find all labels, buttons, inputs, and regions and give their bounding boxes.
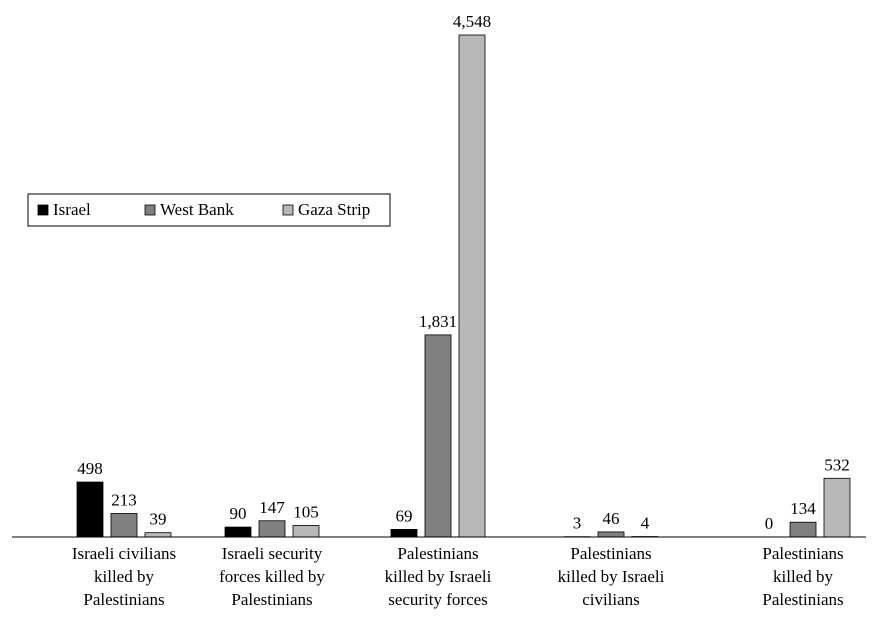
- value-label-2-1: 1,831: [419, 312, 457, 331]
- value-label-3-0: 3: [573, 514, 582, 533]
- category-label-1-line-2: Palestinians: [231, 590, 312, 609]
- category-label-2-line-2: security forces: [388, 590, 488, 609]
- category-label-0-line-0: Israeli civilians: [72, 544, 176, 563]
- legend-swatch-2: [282, 204, 294, 216]
- bar-0-1: [110, 513, 138, 538]
- value-label-1-2: 105: [293, 502, 319, 521]
- bar-3-1: [597, 531, 625, 538]
- category-label-3-line-2: civilians: [582, 590, 640, 609]
- value-label-4-1: 134: [790, 499, 816, 518]
- category-label-3-line-0: Palestinians: [570, 544, 651, 563]
- value-label-3-1: 46: [603, 509, 620, 528]
- legend-swatch-1: [144, 204, 156, 216]
- legend-swatch-0: [37, 204, 49, 216]
- value-label-0-2: 39: [150, 510, 167, 529]
- category-labels-layer: Israeli civilians killed by Palestinians Is…: [72, 544, 844, 609]
- category-label-2-line-1: killed by Israeli: [385, 567, 492, 586]
- category-label-1-line-1: forces killed by: [219, 567, 325, 586]
- value-label-0-0: 498: [77, 459, 103, 478]
- category-label-4-line-0: Palestinians: [762, 544, 843, 563]
- legend-label-1: West Bank: [160, 200, 234, 219]
- value-label-2-0: 69: [396, 506, 413, 525]
- bar-0-2: [144, 532, 172, 538]
- value-label-3-2: 4: [641, 514, 650, 533]
- bar-2-0: [390, 528, 418, 538]
- bar-1-0: [224, 526, 252, 538]
- legend: Israel West Bank Gaza Strip: [27, 193, 391, 227]
- category-label-0-line-1: killed by: [94, 567, 154, 586]
- category-label-3-line-1: killed by Israeli: [558, 567, 665, 586]
- bar-0-0: [76, 481, 104, 538]
- category-label-0-line-2: Palestinians: [83, 590, 164, 609]
- value-label-2-2: 4,548: [453, 12, 491, 31]
- category-label-2-line-0: Palestinians: [397, 544, 478, 563]
- legend-box: [27, 193, 391, 227]
- value-label-1-0: 90: [230, 504, 247, 523]
- bar-1-1: [258, 520, 286, 538]
- category-label-1-line-0: Israeli security: [222, 544, 323, 563]
- bar-2-1: [424, 334, 452, 538]
- value-label-1-1: 147: [259, 498, 285, 517]
- legend-label-0: Israel: [53, 200, 91, 219]
- value-label-4-2: 532: [824, 455, 850, 474]
- value-labels-layer: 498 90 69 3 0 213 147 1,831 46 134 39 105 4,548 4 532: [77, 12, 850, 533]
- value-label-4-0: 0: [765, 514, 774, 533]
- bar-1-2: [292, 525, 320, 538]
- value-label-0-1: 213: [111, 490, 137, 509]
- bar-4-1: [789, 521, 817, 538]
- bar-2-2: [458, 34, 486, 538]
- bar-4-2: [823, 477, 851, 538]
- legend-label-2: Gaza Strip: [298, 200, 370, 219]
- category-label-4-line-2: Palestinians: [762, 590, 843, 609]
- bars-layer: [76, 34, 851, 538]
- category-label-4-line-1: killed by: [773, 567, 833, 586]
